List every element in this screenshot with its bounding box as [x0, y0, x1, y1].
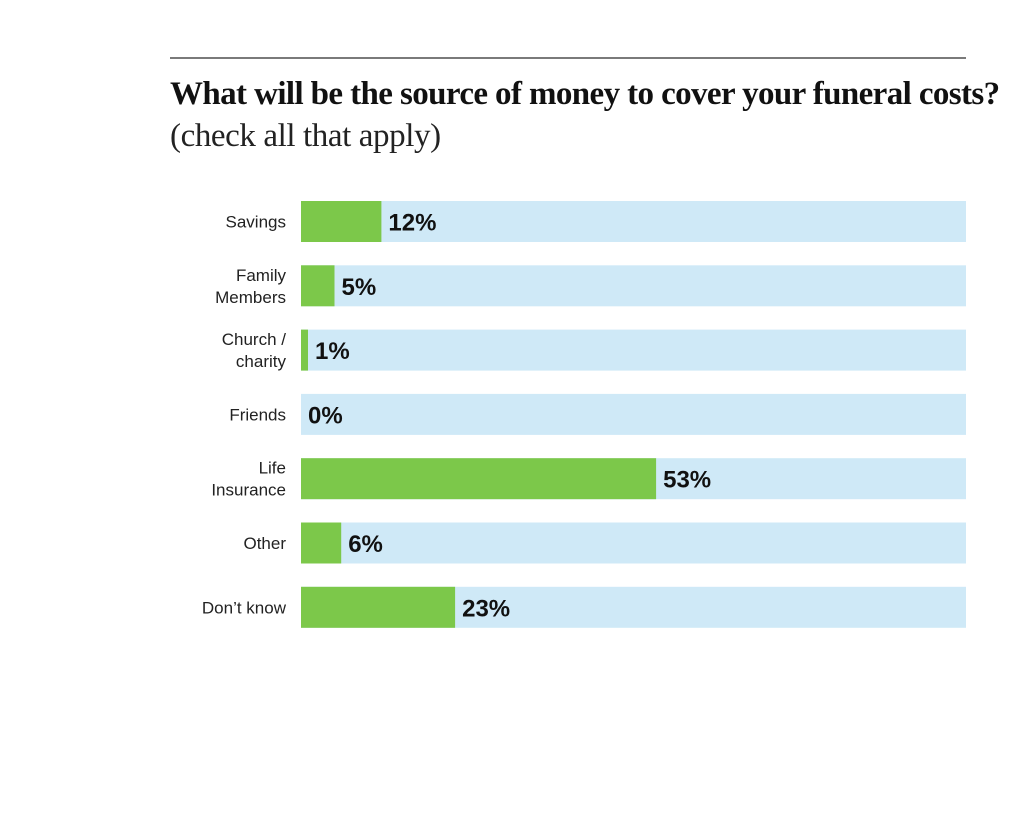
category-label: Don’t know	[202, 598, 287, 617]
bar-track	[301, 265, 966, 307]
value-label: 1%	[315, 338, 350, 365]
bar	[301, 329, 308, 371]
value-label: 12%	[388, 210, 436, 237]
bar	[301, 265, 335, 307]
chart-title: What will be the source of money to cove…	[170, 76, 1000, 112]
bar	[301, 586, 456, 628]
category-label: Other	[243, 534, 286, 553]
category-label: Members	[215, 288, 286, 307]
bar-track	[301, 201, 966, 242]
bar	[301, 201, 382, 242]
category-label: Insurance	[211, 481, 286, 500]
bar-track	[301, 522, 966, 564]
value-label: 6%	[348, 531, 383, 558]
bar	[301, 458, 657, 500]
bar	[301, 522, 342, 564]
category-label: Family	[236, 266, 287, 285]
category-label: Life	[259, 459, 286, 478]
value-label: 23%	[462, 595, 510, 622]
value-label: 53%	[663, 467, 711, 494]
category-label: Friends	[229, 405, 286, 424]
bar-track	[301, 329, 966, 371]
value-label: 5%	[342, 274, 377, 301]
category-label: charity	[236, 352, 287, 371]
bar-track	[301, 393, 966, 435]
top-rule	[170, 57, 966, 59]
value-label: 0%	[308, 402, 343, 429]
category-label: Savings	[226, 213, 286, 232]
category-label: Church /	[222, 330, 287, 349]
chart-subtitle: (check all that apply)	[170, 118, 441, 154]
